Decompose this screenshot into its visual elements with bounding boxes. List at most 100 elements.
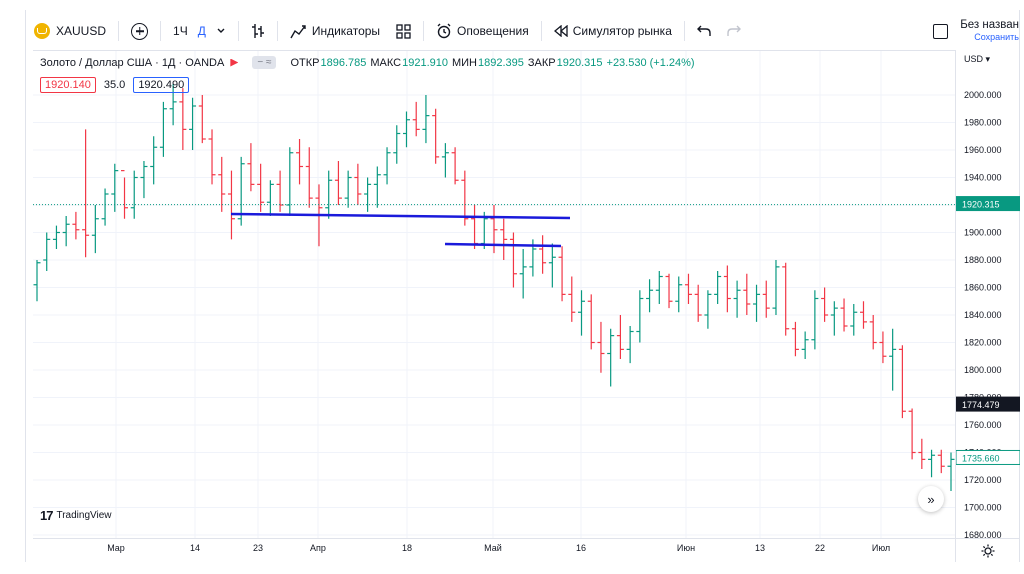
ohlc-bar (198, 95, 206, 144)
time-tick-label: Мар (107, 543, 125, 553)
chart-pane[interactable] (33, 50, 955, 539)
ohlc-bar (519, 249, 527, 299)
layout-title-block[interactable]: Без назван Сохранить (960, 19, 1019, 43)
ohlc-bar (607, 328, 615, 387)
sell-price-button[interactable]: 1920.140 (40, 77, 96, 93)
divider (540, 21, 542, 41)
ohlc-bar (130, 170, 138, 219)
divider (237, 21, 239, 41)
drawn-line-upper (230, 212, 571, 220)
price-chart[interactable] (33, 51, 955, 539)
price-axis-scale: 2000.0001980.0001960.0001940.0001920.000… (955, 90, 1021, 540)
crosshair-price-badge: 1774.479 (962, 400, 1000, 410)
ohlc-bar (626, 326, 634, 364)
time-axis[interactable]: Мар 14 23 Апр 18 Май 16 Июн 13 22 Июл (33, 538, 955, 562)
ohlc-bar (772, 260, 780, 315)
undo-icon (696, 25, 711, 36)
ohlc-bar (412, 101, 420, 137)
drawn-line-lower (444, 242, 562, 248)
buy-price-button[interactable]: 1920.490 (133, 77, 190, 93)
divider (276, 21, 278, 41)
interval-1d-button[interactable]: Д (196, 12, 214, 50)
ohlc-bar (782, 262, 790, 336)
divider (160, 21, 162, 41)
ohlc-bar (947, 452, 955, 491)
close-label: ЗАКР (527, 56, 556, 69)
replay-button[interactable]: Симулятор рынка (546, 12, 680, 50)
price-tick-label: 1980.000 (964, 118, 1002, 128)
rewind-icon (553, 25, 568, 37)
top-toolbar: XAUUSD 1Ч Д Индикаторы Оповещ (26, 12, 1019, 50)
save-link[interactable]: Сохранить (974, 32, 1019, 42)
price-tick-label: 2000.000 (964, 90, 1002, 100)
undo-button[interactable] (689, 12, 719, 50)
chevron-down-icon: ▾ (985, 54, 991, 64)
ohlc-bar (296, 139, 304, 185)
ohlc-bar (684, 273, 692, 304)
price-tick-label: 1760.000 (964, 420, 1002, 430)
alerts-button[interactable]: Оповещения (428, 12, 537, 50)
market-closed-flag-icon (230, 58, 239, 67)
ohlc-bar (675, 276, 683, 313)
price-tick-label: 1800.000 (964, 365, 1002, 375)
current-bar-price-badge: 1735.660 (962, 453, 1000, 463)
redo-button[interactable] (719, 12, 749, 50)
legend-toggle-pill[interactable]: − ≈ (252, 56, 277, 69)
tradingview-logo[interactable]: 17 TradingView (40, 508, 112, 523)
double-chevron-right-icon: » (927, 491, 935, 507)
tradingview-logo-text: TradingView (56, 510, 112, 521)
ohlc-bar (354, 163, 362, 205)
ohlc-bar (441, 143, 449, 178)
low-label: МИН (451, 56, 477, 69)
ohlc-bar (266, 180, 274, 216)
ohlc-bar (33, 260, 41, 302)
last-price-badge: 1920.315 (962, 200, 1000, 210)
price-axis[interactable]: 2000.0001980.0001960.0001940.0001920.000… (955, 50, 1021, 540)
add-symbol-icon (131, 22, 149, 40)
divider (683, 21, 685, 41)
price-tick-label: 1880.000 (964, 255, 1002, 265)
ohlc-bar (344, 170, 352, 208)
ohlc-bar (587, 294, 595, 350)
tradingview-mark-icon: 17 (40, 508, 54, 523)
currency-selector[interactable]: USD ▾ (964, 54, 990, 65)
bars-chart-icon (251, 24, 264, 38)
ohlc-bar (189, 97, 197, 150)
templates-button[interactable] (388, 12, 419, 50)
ohlc-bar (646, 279, 654, 313)
chart-type-button[interactable] (243, 12, 273, 50)
ohlc-bar (451, 147, 459, 185)
interval-1h-button[interactable]: 1Ч (165, 12, 196, 50)
ohlc-bar (879, 331, 887, 364)
layout-checkbox[interactable] (933, 23, 949, 39)
indicators-icon (290, 24, 306, 38)
time-tick-label: Июн (677, 543, 695, 553)
scroll-to-realtime-button[interactable]: » (918, 486, 944, 512)
currency-label: USD (964, 54, 984, 64)
indicators-button[interactable]: Индикаторы (282, 12, 388, 50)
time-tick-label: Июл (872, 543, 890, 553)
high-label: МАКС (370, 56, 402, 69)
gold-symbol-icon (34, 23, 50, 39)
price-tick-label: 1720.000 (964, 475, 1002, 485)
time-tick-label: Май (484, 543, 502, 553)
ohlc-bar (616, 315, 624, 359)
time-tick-label: 14 (190, 543, 200, 553)
interval-1h-label: 1Ч (173, 24, 188, 38)
ohlc-bar (859, 301, 867, 329)
ohlc-bar (791, 321, 799, 357)
chart-settings-button[interactable] (955, 538, 1019, 562)
interval-dropdown[interactable] (214, 12, 234, 50)
ohlc-bar (286, 147, 294, 216)
ohlc-bar (52, 225, 60, 249)
ohlc-bar (334, 161, 342, 205)
compare-button[interactable] (123, 12, 156, 50)
ohlc-bar (402, 111, 410, 148)
price-tick-label: 1940.000 (964, 173, 1002, 183)
ohlc-bar (471, 205, 479, 249)
ohlc-bar (801, 331, 809, 359)
ohlc-bar (373, 166, 381, 208)
close-value: 1920.315 (556, 56, 603, 69)
symbol-search-button[interactable]: XAUUSD (26, 12, 114, 50)
layout-block: Без назван Сохранить (933, 12, 1019, 50)
